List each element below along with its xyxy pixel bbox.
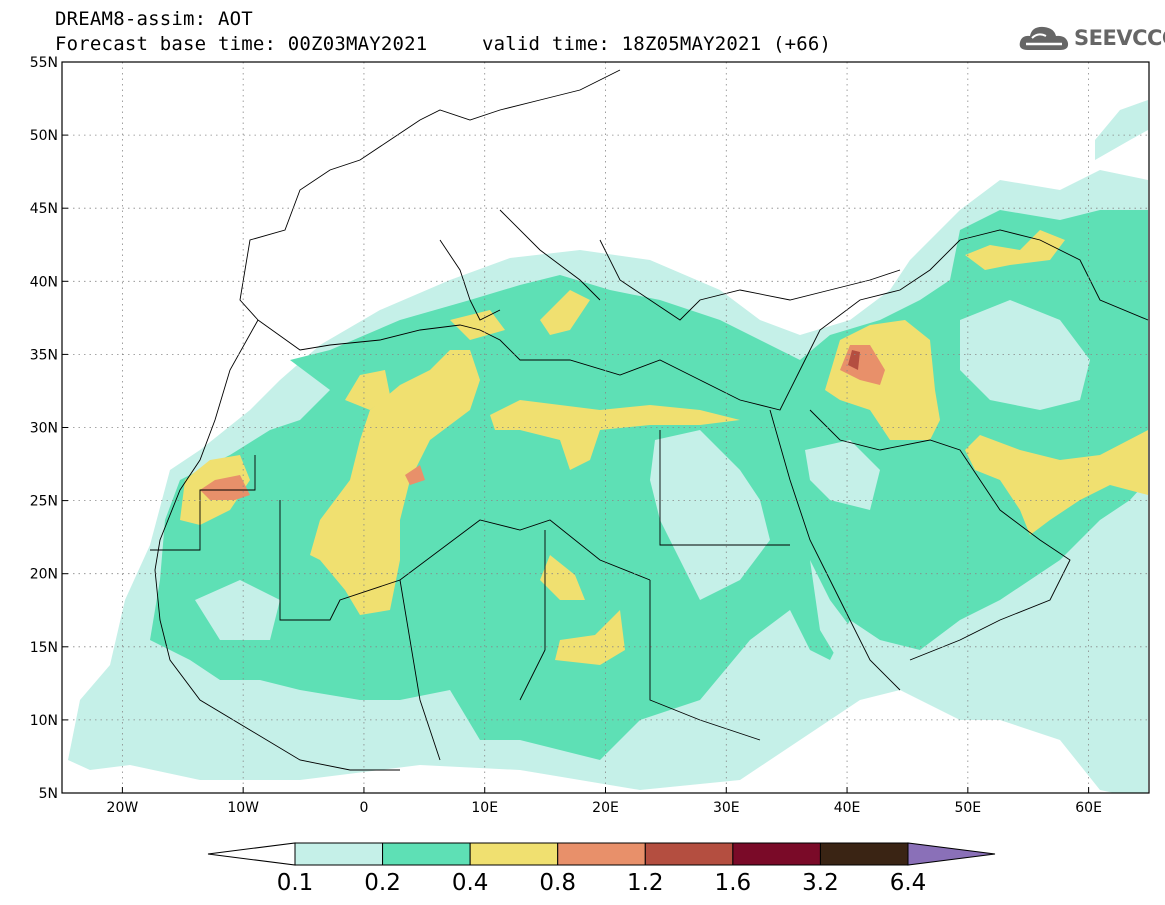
graticule — [62, 62, 1149, 793]
aot-contour-level1 — [195, 580, 280, 640]
colorbar-label: 0.8 — [539, 870, 576, 896]
colorbar-label: 1.2 — [626, 870, 664, 896]
aot-contour-level1 — [960, 300, 1090, 410]
colorbar-segment — [294, 842, 384, 866]
longitude-labels: 20W 10W 0 10E 20E 30E 40E 50E 60E — [107, 787, 1102, 816]
lon-tick-label: 0 — [359, 800, 368, 816]
colorbar-below-triangle — [207, 842, 296, 866]
lon-tick-label: 40E — [834, 800, 861, 816]
lon-tick-label: 30E — [713, 800, 740, 816]
colorbar-label: 0.4 — [451, 870, 489, 896]
colorbar-label: 1.6 — [714, 870, 752, 896]
colorbar-segment — [732, 842, 821, 866]
lat-tick-label: 5N — [39, 786, 58, 802]
aot-contour-level1 — [810, 560, 880, 680]
aot-contour-level4 — [405, 465, 425, 485]
coastlines-borders — [150, 69, 1149, 771]
lon-tick-label: 20W — [107, 800, 139, 816]
lat-tick-label: 45N — [30, 201, 58, 217]
lat-tick-label: 40N — [30, 274, 58, 290]
aot-contour-level3 — [450, 310, 505, 340]
colorbar-segment — [557, 842, 646, 866]
forecast-base-time: Forecast base time: 00Z03MAY2021 — [55, 33, 428, 55]
colorbar-segment — [819, 842, 909, 866]
aot-contour-level4 — [200, 475, 250, 500]
colorbar-label: 6.4 — [889, 870, 927, 896]
colorbar-label: 0.1 — [276, 870, 314, 896]
colorbar-segment — [469, 842, 559, 866]
seevccc-logo: SEEVCCC — [1018, 22, 1165, 54]
aot-contour-level3 — [490, 400, 740, 470]
aot-contour-level3 — [540, 555, 585, 600]
lon-tick-label: 20E — [592, 800, 619, 816]
colorbar-above-triangle — [907, 842, 996, 866]
chart-title: DREAM8-assim: AOT — [55, 8, 253, 30]
logo-text: SEEVCCC — [1074, 26, 1165, 50]
cloud-icon — [1019, 26, 1069, 50]
lon-tick-label: 50E — [954, 800, 981, 816]
aot-contour-level3 — [555, 610, 625, 665]
colorbar-segment — [382, 842, 471, 866]
lon-tick-label: 10W — [227, 800, 259, 816]
aot-contour-level1 — [1095, 100, 1148, 160]
aot-contour-level3 — [310, 350, 480, 615]
aot-contour-level1 — [805, 440, 880, 510]
lat-tick-label: 25N — [30, 494, 58, 510]
valid-time: valid time: 18Z05MAY2021 (+66) — [482, 33, 832, 55]
aot-contour-level3 — [540, 290, 590, 335]
lat-tick-label: 15N — [30, 640, 58, 656]
lat-tick-label: 30N — [30, 421, 58, 437]
latitude-labels: 55N 50N 45N 40N 35N 30N 25N 20N 15N 10N 5N — [30, 55, 68, 802]
lat-tick-label: 35N — [30, 347, 58, 363]
lat-tick-label: 10N — [30, 713, 58, 729]
lon-tick-label: 10E — [471, 800, 498, 816]
aot-contour-level5 — [848, 350, 860, 370]
lat-tick-label: 20N — [30, 567, 58, 583]
aot-contour-level3 — [345, 370, 390, 410]
colorbar-segment — [644, 842, 734, 866]
aot-contour-level3 — [965, 430, 1148, 535]
colorbar-label: 0.2 — [364, 870, 401, 896]
lat-tick-label: 55N — [30, 55, 58, 71]
aot-contour-level1 — [650, 430, 770, 600]
colorbar-label: 3.2 — [802, 870, 839, 896]
lon-tick-label: 60E — [1075, 800, 1102, 816]
lat-tick-label: 50N — [30, 128, 58, 144]
colorbar — [207, 842, 996, 866]
aot-field — [68, 100, 1148, 793]
